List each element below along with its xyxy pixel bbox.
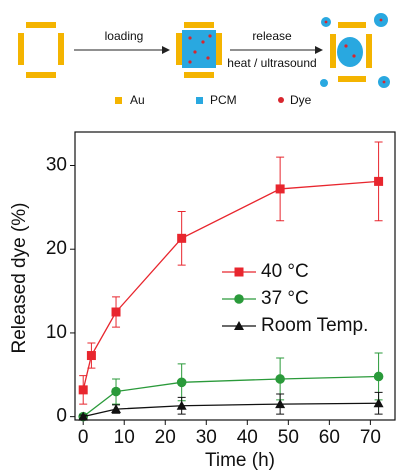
marker xyxy=(87,351,96,360)
x-tick-label: 70 xyxy=(360,427,381,448)
y-tick-label: 10 xyxy=(46,322,67,343)
arrow-label: heat / ultrasound xyxy=(227,56,316,70)
legend-marker xyxy=(235,268,244,277)
y-tick-label: 0 xyxy=(56,406,67,427)
series-line xyxy=(83,376,378,416)
marker xyxy=(177,378,187,388)
x-tick-label: 40 xyxy=(237,427,258,448)
x-tick-label: 30 xyxy=(196,427,217,448)
figure: loading release heat / ultrasound Au PCM… xyxy=(0,0,401,473)
y-tick-label: 20 xyxy=(46,238,67,259)
legend-label: 40 °C xyxy=(261,261,309,282)
marker xyxy=(111,387,121,397)
schematic xyxy=(18,13,390,104)
marker xyxy=(276,184,285,193)
x-tick-label: 10 xyxy=(114,427,135,448)
y-tick-label: 30 xyxy=(46,155,67,176)
x-tick-label: 0 xyxy=(78,427,89,448)
y-axis-title: Released dye (%) xyxy=(9,202,30,353)
legend-label: 37 °C xyxy=(261,288,309,309)
marker xyxy=(374,177,383,186)
series-line xyxy=(83,403,378,416)
marker xyxy=(177,234,186,243)
x-tick-label: 60 xyxy=(319,427,340,448)
series-line xyxy=(83,181,378,389)
legend-marker xyxy=(234,294,244,304)
marker xyxy=(374,372,384,382)
legend-label: Room Temp. xyxy=(261,315,368,336)
x-tick-label: 20 xyxy=(155,427,176,448)
legend-label: Dye xyxy=(290,93,312,107)
marker xyxy=(112,308,121,317)
marker xyxy=(79,385,88,394)
x-axis-title: Time (h) xyxy=(205,450,275,471)
legend-label: PCM xyxy=(210,93,237,107)
marker xyxy=(275,374,285,384)
legend-label: Au xyxy=(130,93,145,107)
x-tick-label: 50 xyxy=(278,427,299,448)
arrow-label: loading xyxy=(105,29,144,43)
arrow-label: release xyxy=(252,29,292,43)
